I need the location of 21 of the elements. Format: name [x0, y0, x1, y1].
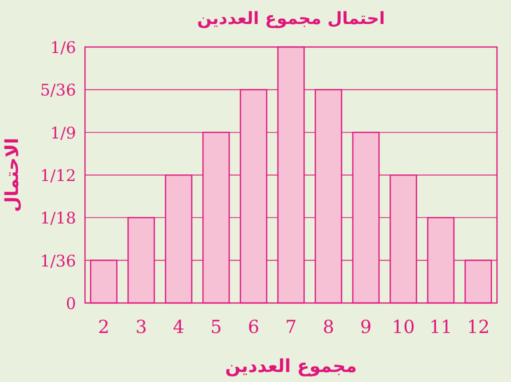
y-tick-label: 1/36	[40, 251, 76, 270]
y-tick-label: 1/6	[50, 38, 76, 57]
y-tick-label: 5/36	[40, 80, 76, 100]
x-tick-label: 9	[360, 317, 372, 338]
chart-title: احتمال مجموع العددين	[197, 9, 385, 29]
y-tick-label: 0	[66, 294, 76, 313]
y-tick-label: 1/12	[40, 166, 76, 186]
x-tick-label: 8	[322, 317, 334, 338]
y-tick-label: 1/9	[50, 123, 76, 142]
x-tick-label: 10	[392, 317, 415, 338]
x-tick-label: 3	[135, 317, 147, 338]
x-tick-label: 7	[285, 317, 297, 338]
x-axis-title: مجموع العددين	[225, 356, 357, 377]
x-tick-label: 5	[210, 317, 222, 338]
x-tick-label: 6	[248, 317, 260, 338]
x-tick-label: 2	[98, 317, 110, 338]
x-tick-label: 4	[172, 317, 184, 338]
y-tick-label: 1/18	[40, 208, 76, 228]
y-axis-title: الاحتمال	[2, 138, 23, 212]
x-tick-label: 12	[466, 317, 490, 338]
x-tick-label: 11	[429, 317, 452, 338]
